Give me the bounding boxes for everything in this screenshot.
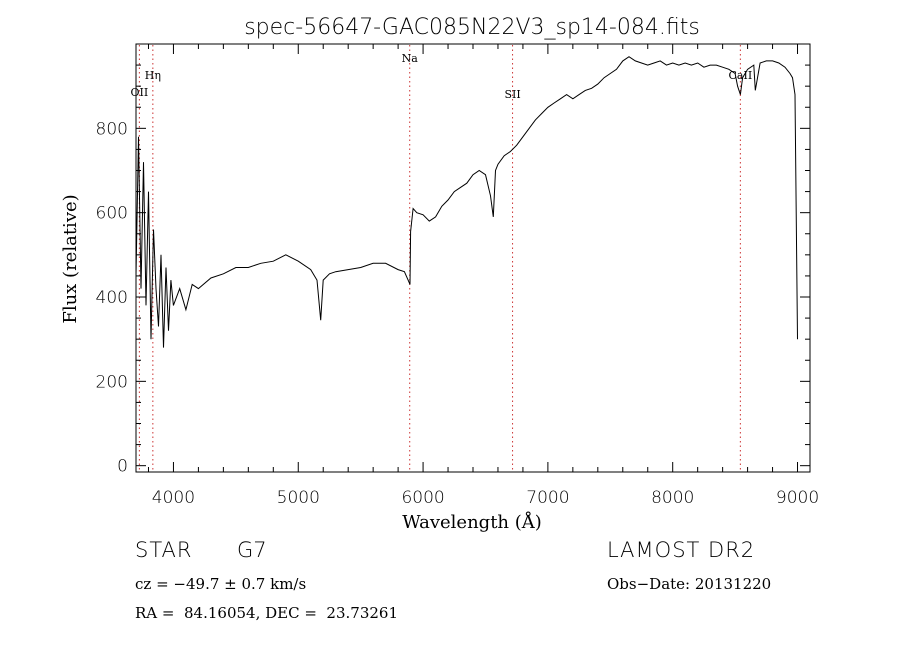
spectral-line-label: SII	[504, 88, 520, 101]
ra-dec-coordinates: RA = 84.16054, DEC = 23.73261	[135, 604, 399, 622]
y-axis-label: Flux (relative)	[60, 194, 81, 323]
x-axis-label: Wavelength (Å)	[402, 511, 542, 533]
plot-frame	[135, 43, 811, 473]
y-tick-label: 800	[96, 119, 128, 139]
y-tick-label: 400	[96, 288, 128, 308]
spectral-line-label: Hη	[145, 69, 161, 82]
redshift-velocity: cz = −49.7 ± 0.7 km/s	[135, 575, 307, 593]
x-tick-label: 4000	[152, 488, 195, 508]
y-tick-label: 200	[96, 372, 128, 392]
observation-date: Obs−Date: 20131220	[607, 575, 772, 593]
x-tick-label: 7000	[526, 488, 569, 508]
spectral-line-label: Na	[402, 52, 419, 65]
x-tick-label: 5000	[277, 488, 320, 508]
y-tick-label: 0	[117, 457, 128, 477]
object-type: STAR	[135, 538, 193, 562]
x-tick-label: 9000	[776, 488, 819, 508]
object-class: G7	[237, 538, 267, 562]
spectrum-series-line	[135, 56, 798, 348]
y-tick-label: 600	[96, 204, 128, 224]
survey-name: LAMOST DR2	[607, 538, 756, 562]
x-tick-label: 8000	[651, 488, 694, 508]
chart-title: spec-56647-GAC085N22V3_sp14-084.fits	[244, 15, 700, 40]
spectral-line-label: OII	[131, 86, 149, 99]
x-tick-label: 6000	[401, 488, 444, 508]
